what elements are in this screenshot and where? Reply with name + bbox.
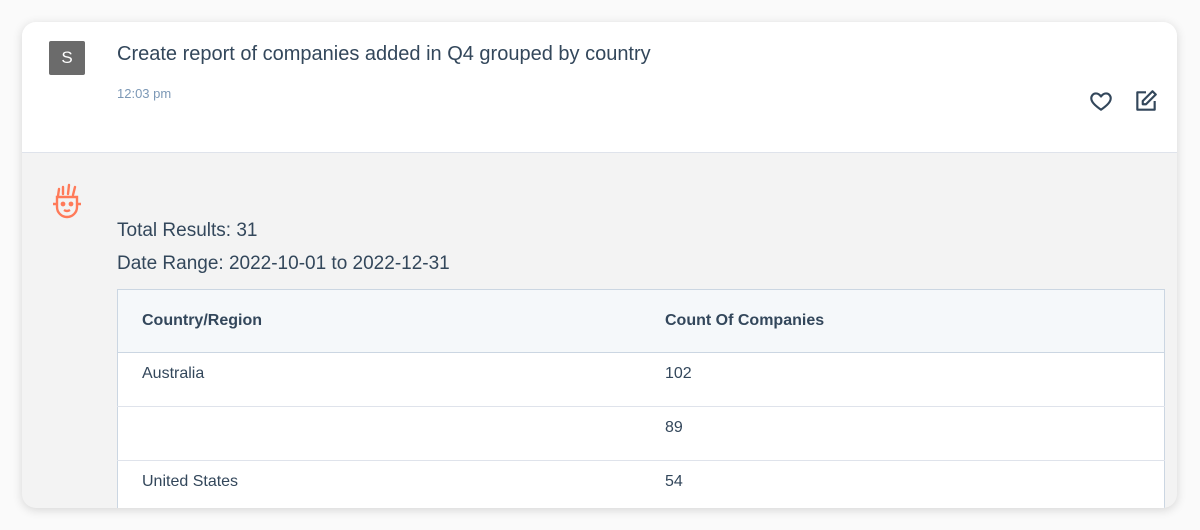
cell-count: 89 bbox=[641, 406, 1165, 461]
table-header: Country/Region Count Of Companies bbox=[117, 289, 1165, 353]
cell-country bbox=[117, 406, 641, 461]
cell-country: Australia bbox=[117, 352, 641, 407]
timestamp: 12:03 pm bbox=[117, 86, 172, 101]
table-row: 89 bbox=[117, 406, 1165, 461]
prompt-text: Create report of companies added in Q4 g… bbox=[117, 43, 651, 65]
table-row: United States 54 bbox=[117, 460, 1165, 508]
bot-face-icon bbox=[49, 182, 85, 222]
results-table: Country/Region Count Of Companies Austra… bbox=[117, 289, 1165, 508]
cell-count: 102 bbox=[641, 352, 1165, 407]
user-message: S Create report of companies added in Q4… bbox=[22, 22, 1177, 153]
chat-card: S Create report of companies added in Q4… bbox=[22, 22, 1177, 508]
user-avatar: S bbox=[49, 41, 85, 75]
table-row: Australia 102 bbox=[117, 352, 1165, 407]
cell-country: United States bbox=[117, 460, 641, 508]
total-results: Total Results: 31 bbox=[117, 220, 258, 241]
heart-icon[interactable] bbox=[1088, 88, 1114, 114]
cell-count: 54 bbox=[641, 460, 1165, 508]
column-header-count[interactable]: Count Of Companies bbox=[641, 289, 1165, 353]
date-range: Date Range: 2022-10-01 to 2022-12-31 bbox=[117, 253, 450, 274]
edit-icon[interactable] bbox=[1133, 88, 1159, 114]
column-header-country[interactable]: Country/Region bbox=[117, 289, 641, 353]
